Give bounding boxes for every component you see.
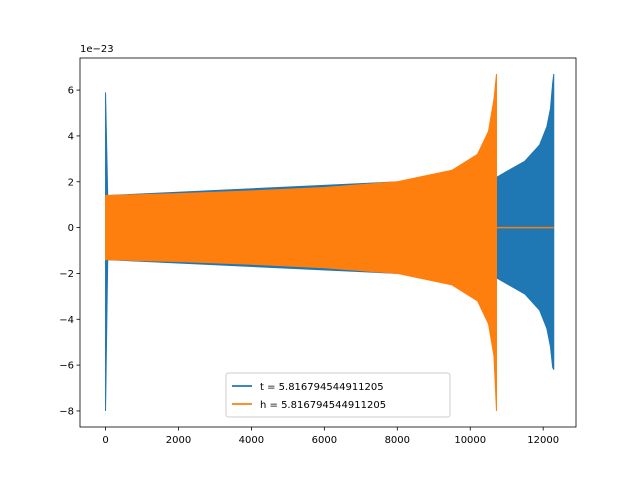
series-1-envelope (105, 73, 497, 411)
y-tick-label: −6 (59, 361, 74, 372)
y-tick-label: 4 (68, 131, 74, 142)
y-tick-label: 6 (68, 86, 74, 97)
axes-frame (79, 57, 577, 428)
y-axis-offset-label: 1e−23 (80, 44, 114, 55)
legend-entry: t = 5.816794544911205 (260, 382, 384, 393)
x-tick-label: 0 (102, 435, 108, 446)
legend-box (225, 372, 451, 418)
series-layer (105, 73, 555, 411)
x-tick-label: 4000 (239, 435, 264, 446)
x-axis: 0 2000 4000 6000 8000 10000 12000 (102, 427, 559, 446)
y-tick-label: −8 (59, 406, 74, 417)
x-tick-label: 6000 (312, 435, 337, 446)
x-tick-label: 12000 (527, 435, 559, 446)
legend: t = 5.816794544911205 h = 5.8167945449112… (225, 372, 451, 418)
x-tick-label: 2000 (166, 435, 191, 446)
legend-entry: h = 5.816794544911205 (260, 400, 386, 411)
y-tick-label: −4 (59, 315, 74, 326)
x-tick-label: 10000 (454, 435, 486, 446)
y-tick-label: 2 (68, 177, 74, 188)
y-tick-label: 0 (68, 223, 74, 234)
y-axis: −8 −6 −4 −2 0 2 4 6 (59, 86, 80, 417)
x-tick-label: 8000 (385, 435, 410, 446)
axes-spines (79, 57, 577, 428)
y-tick-label: −2 (59, 269, 74, 280)
